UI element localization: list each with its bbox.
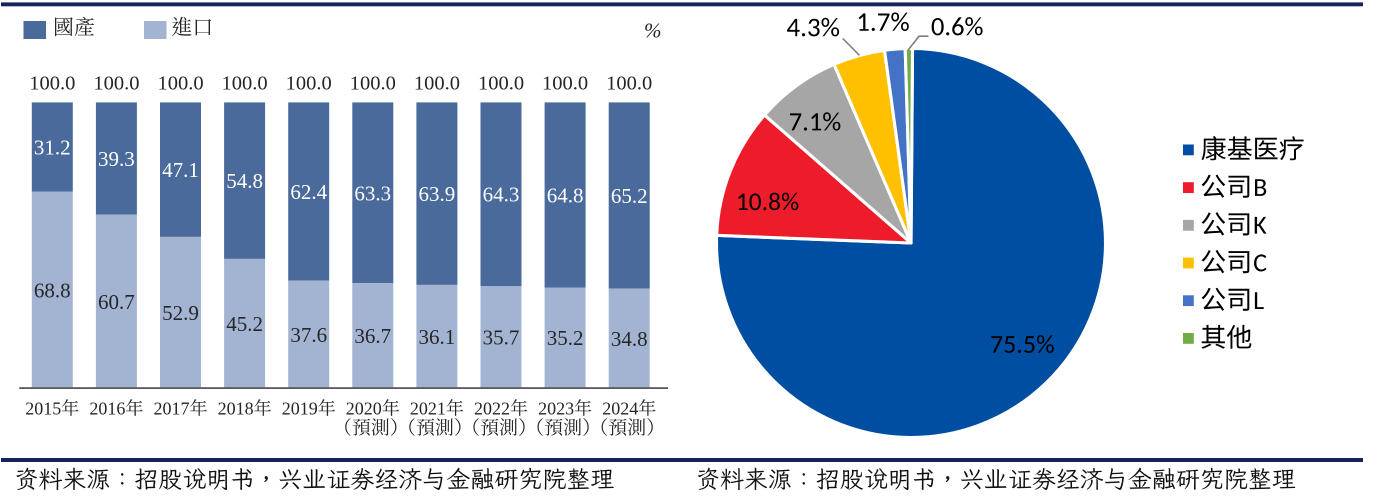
svg-text:100.0: 100.0 <box>157 73 203 95</box>
svg-text:64.8: 64.8 <box>547 183 584 207</box>
svg-text:64.3: 64.3 <box>483 183 520 207</box>
svg-text:100.0: 100.0 <box>93 73 139 95</box>
svg-text:%: % <box>644 19 662 43</box>
svg-text:47.1: 47.1 <box>162 158 199 182</box>
svg-text:100.0: 100.0 <box>542 73 588 95</box>
svg-text:2017: 2017 <box>154 399 190 419</box>
svg-text:100.0: 100.0 <box>478 73 524 95</box>
svg-text:100.0: 100.0 <box>414 73 460 95</box>
svg-text:2022: 2022 <box>474 399 510 419</box>
svg-text:2024: 2024 <box>602 399 638 419</box>
svg-text:35.2: 35.2 <box>547 326 584 350</box>
svg-text:68.8: 68.8 <box>34 278 71 302</box>
svg-text:35.7: 35.7 <box>483 326 520 350</box>
svg-text:100.0: 100.0 <box>606 73 652 95</box>
svg-text:100.0: 100.0 <box>350 73 396 95</box>
svg-text:39.3: 39.3 <box>98 147 135 171</box>
svg-text:2019: 2019 <box>282 399 318 419</box>
svg-text:37.6: 37.6 <box>290 323 327 347</box>
svg-text:63.9: 63.9 <box>419 182 456 206</box>
svg-text:54.8: 54.8 <box>226 169 263 193</box>
svg-text:2018: 2018 <box>218 399 254 419</box>
svg-text:2021: 2021 <box>410 399 446 419</box>
svg-text:2015: 2015 <box>25 399 61 419</box>
svg-text:31.2: 31.2 <box>34 136 71 160</box>
svg-text:100.0: 100.0 <box>222 73 268 95</box>
svg-text:2020: 2020 <box>346 399 382 419</box>
svg-text:34.8: 34.8 <box>611 327 648 351</box>
svg-text:52.9: 52.9 <box>162 301 199 325</box>
svg-text:100.0: 100.0 <box>286 73 332 95</box>
svg-text:45.2: 45.2 <box>226 312 263 336</box>
svg-text:60.7: 60.7 <box>98 290 135 314</box>
svg-text:100.0: 100.0 <box>29 73 75 95</box>
svg-text:36.7: 36.7 <box>354 324 391 348</box>
svg-text:36.1: 36.1 <box>419 325 456 349</box>
svg-text:62.4: 62.4 <box>290 180 327 204</box>
svg-text:65.2: 65.2 <box>611 184 648 208</box>
svg-text:63.3: 63.3 <box>354 181 391 205</box>
svg-text:2023: 2023 <box>538 399 574 419</box>
svg-text:2016: 2016 <box>89 399 125 419</box>
